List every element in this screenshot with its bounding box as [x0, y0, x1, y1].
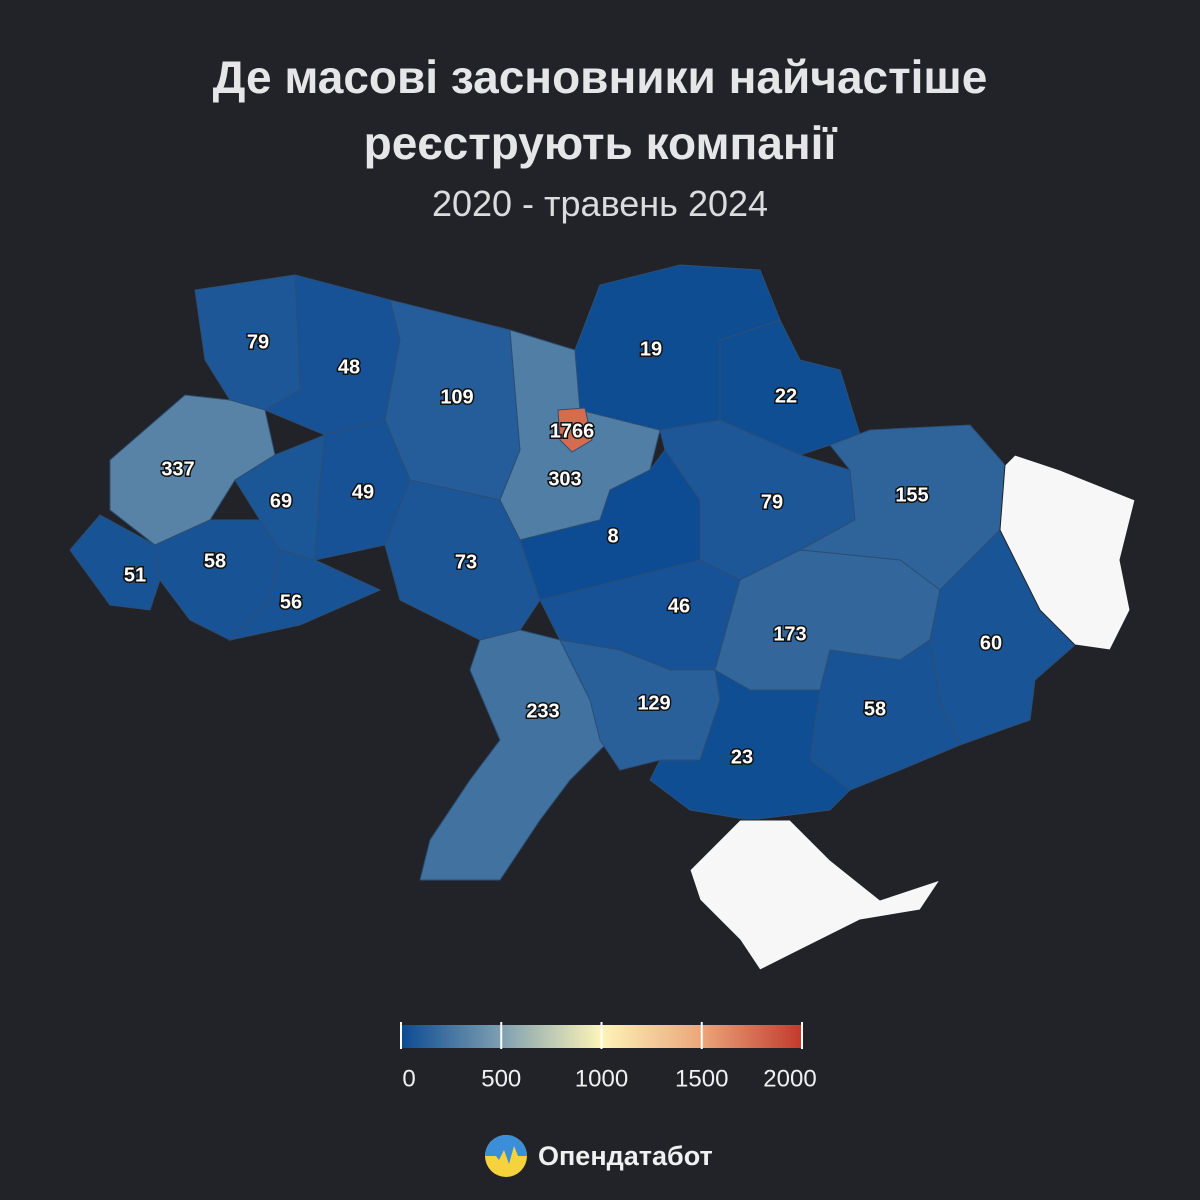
region-value: 19	[640, 338, 662, 360]
region-value: 233	[526, 700, 559, 722]
region	[228, 549, 382, 641]
region-value: 51	[124, 564, 146, 586]
region-value: 109	[440, 386, 473, 408]
region-value: 49	[352, 481, 374, 503]
region-value: 58	[204, 550, 226, 572]
brand-name: Опендатабот	[538, 1140, 713, 1171]
brand-logo	[485, 1135, 527, 1177]
legend-tick-label: 500	[481, 1065, 521, 1092]
region-value: 129	[637, 692, 670, 714]
region-value: 58	[864, 698, 886, 720]
region-value: 56	[280, 591, 302, 613]
region	[557, 407, 593, 453]
region-value: 173	[773, 623, 806, 645]
legend-tick-label: 1500	[675, 1065, 728, 1092]
region-value: 1766	[550, 420, 595, 442]
region-value: 60	[980, 632, 1002, 654]
region-no-data	[689, 819, 942, 971]
region-value: 8	[607, 525, 618, 547]
region-value: 22	[775, 385, 797, 407]
region-value: 337	[161, 458, 194, 480]
region-value: 73	[455, 551, 477, 573]
legend-tick-label: 1000	[575, 1065, 628, 1092]
legend-tick-label: 0	[402, 1065, 415, 1092]
subtitle: 2020 - травень 2024	[431, 183, 769, 224]
region-value: 79	[247, 331, 269, 353]
legend-tick-label: 2000	[763, 1065, 816, 1092]
region-value: 69	[270, 490, 292, 512]
region-value: 23	[731, 746, 753, 768]
region-value: 79	[761, 491, 783, 513]
title: Де масові засновники найчастіше реєструю…	[212, 51, 988, 169]
region-no-data	[999, 454, 1136, 651]
region-value: 155	[895, 484, 928, 506]
region-value: 48	[338, 356, 360, 378]
region-value: 303	[548, 468, 581, 490]
region-value: 46	[668, 595, 690, 617]
brand: Опендатабот	[484, 1134, 713, 1178]
